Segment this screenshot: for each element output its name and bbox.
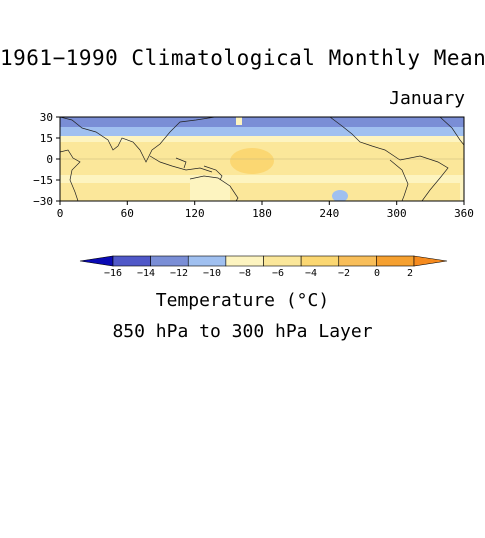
colorbar-segment: [338, 255, 377, 267]
coast-south-america: [389, 155, 449, 201]
coast-west-africa: [439, 117, 464, 146]
colorbar-segment: [263, 255, 302, 267]
lat-tick-label: 0: [46, 153, 53, 166]
lon-axis: 0 60 120 180 240 300 360: [57, 201, 474, 220]
colorbar-segment: [79, 255, 114, 267]
colorbar-tick-label: −2: [338, 268, 350, 279]
coast-new-guinea: [203, 165, 223, 181]
band-north-cold: [60, 117, 464, 127]
coast-central-america: [329, 117, 401, 161]
lon-tick-label: 120: [185, 207, 205, 220]
lon-tick-label: 60: [121, 207, 134, 220]
lat-tick-label: 30: [40, 111, 53, 124]
colorbar-labels: −16 −14 −12 −10 −8 −6 −4 −2 0 2: [104, 268, 413, 279]
colorbar-tick-label: 2: [407, 268, 413, 279]
lon-tick-label: 0: [57, 207, 64, 220]
lon-tick-label: 240: [319, 207, 339, 220]
colorbar-segment: [225, 255, 264, 267]
lon-tick-label: 300: [387, 207, 407, 220]
colorbar-tick-label: −10: [203, 268, 221, 279]
month-label: January: [389, 88, 465, 109]
coastlines: [60, 117, 464, 201]
plot-title: 1961−1990 Climatological Monthly Mean: [0, 46, 485, 70]
colorbar-segment: [150, 255, 189, 267]
colorbar-tick-label: 0: [374, 268, 380, 279]
lat-tick-label: 15: [40, 132, 53, 145]
colorbar-segment: [300, 255, 340, 267]
colorbar-segment: [112, 255, 151, 267]
colorbar-tick-label: −14: [137, 268, 155, 279]
coast-australia: [189, 175, 239, 201]
lat-tick-label: −15: [33, 174, 53, 187]
band-south-warm-west: [60, 183, 190, 201]
lon-tick-label: 360: [454, 207, 474, 220]
colorbar-tick-label: −6: [272, 268, 284, 279]
colorbar-tick-label: −12: [170, 268, 188, 279]
lat-axis: 30 15 0 −15 −30: [33, 111, 60, 208]
layer-label: 850 hPa to 300 hPa Layer: [112, 321, 373, 342]
colorbar: [79, 255, 448, 267]
coast-africa: [60, 149, 81, 201]
warm-pool: [230, 148, 274, 174]
coast-borneo: [175, 157, 187, 169]
colorbar-segment: [187, 255, 227, 267]
coast-indonesia: [149, 155, 213, 173]
coast-asia: [60, 117, 216, 163]
colorbar-tick-label: −8: [239, 268, 251, 279]
colorbar-segment: [413, 255, 448, 267]
colorbar-tick-label: −4: [305, 268, 317, 279]
lon-tick-label: 180: [252, 207, 272, 220]
cool-patch: [332, 190, 348, 201]
band-north-mild: [60, 136, 464, 142]
warm-gap: [236, 117, 242, 125]
band-north-cool: [60, 127, 464, 136]
lat-tick-label: −30: [33, 195, 53, 208]
band-south-mild: [60, 175, 464, 183]
colorbar-title: Temperature (°C): [155, 290, 330, 311]
colorbar-segment: [376, 255, 415, 267]
colorbar-tick-label: −16: [104, 268, 122, 279]
